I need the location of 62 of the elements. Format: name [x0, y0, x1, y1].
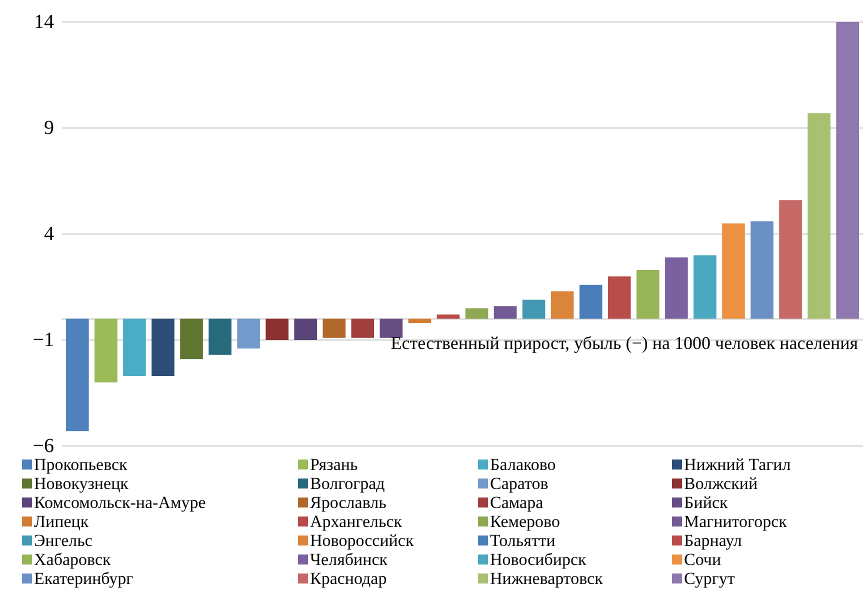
- legend-label: Волгоград: [310, 474, 386, 493]
- y-tick-label: 9: [44, 117, 54, 139]
- bar: [494, 306, 517, 319]
- legend-label: Балаково: [490, 455, 556, 474]
- legend-label: Челябинск: [310, 550, 388, 569]
- legend-label: Новокузнецк: [34, 474, 130, 493]
- bar: [322, 318, 346, 338]
- bar: [351, 318, 374, 338]
- bar: [550, 291, 574, 319]
- bar: [408, 318, 432, 324]
- legend-label: Нижневартовск: [490, 569, 604, 588]
- legend-label: Магнитогорск: [684, 512, 788, 531]
- bar: [808, 113, 830, 319]
- bar: [266, 318, 288, 340]
- legend-label: Тольятти: [490, 531, 556, 550]
- bar: [522, 300, 546, 319]
- legend-label: Екатеринбург: [34, 569, 134, 588]
- legend-label: Бийск: [684, 493, 728, 512]
- legend-label: Кемерово: [490, 512, 560, 531]
- bar: [665, 257, 688, 319]
- legend-label: Хабаровск: [34, 550, 112, 569]
- y-tick-label: −6: [32, 435, 54, 457]
- legend-label: Энгельс: [34, 531, 93, 550]
- bar: [66, 318, 89, 432]
- legend-label: Краснодар: [310, 569, 387, 588]
- legend-label: Новосибирск: [490, 550, 588, 569]
- bar: [465, 308, 488, 319]
- legend-label: Прокопьевск: [34, 455, 128, 474]
- bar: [123, 318, 146, 376]
- bar: [436, 314, 460, 319]
- legend-label: Нижний Тагил: [684, 455, 792, 474]
- y-tick-label: 4: [44, 223, 54, 245]
- bar: [694, 255, 716, 319]
- bar: [380, 318, 403, 338]
- legend-label: Сургут: [684, 569, 736, 588]
- bar: [750, 221, 774, 319]
- legend-label: Рязань: [310, 455, 358, 474]
- legend-label: Сочи: [684, 550, 722, 569]
- y-tick-label: 14: [34, 11, 54, 33]
- legend-label: Волжский: [684, 474, 758, 493]
- bar: [294, 318, 318, 340]
- text: Естественный прирост, убыль (−) на 1000 человек населения: [390, 333, 858, 353]
- legend-label: Новороссийск: [310, 531, 414, 550]
- legend-label: Архангельск: [310, 512, 403, 531]
- legend-label: Самара: [490, 493, 544, 512]
- bar: [208, 318, 232, 355]
- bar: [722, 223, 745, 319]
- bar: [636, 270, 660, 319]
- legend-label: Ярославль: [310, 493, 387, 512]
- legend-label: Комсомольск-на-Амуре: [34, 493, 206, 512]
- bar: [94, 318, 118, 382]
- legend-label: Липецк: [34, 512, 90, 531]
- bar: [152, 318, 174, 376]
- legend-label: Барнаул: [684, 531, 742, 550]
- bar: [779, 200, 802, 319]
- legend-label: Саратов: [490, 474, 548, 493]
- bar: [237, 318, 260, 348]
- bar: [579, 284, 602, 319]
- bar: [836, 22, 859, 319]
- bar: [180, 318, 203, 360]
- bar: [608, 276, 631, 319]
- y-tick-label: −1: [32, 329, 54, 351]
